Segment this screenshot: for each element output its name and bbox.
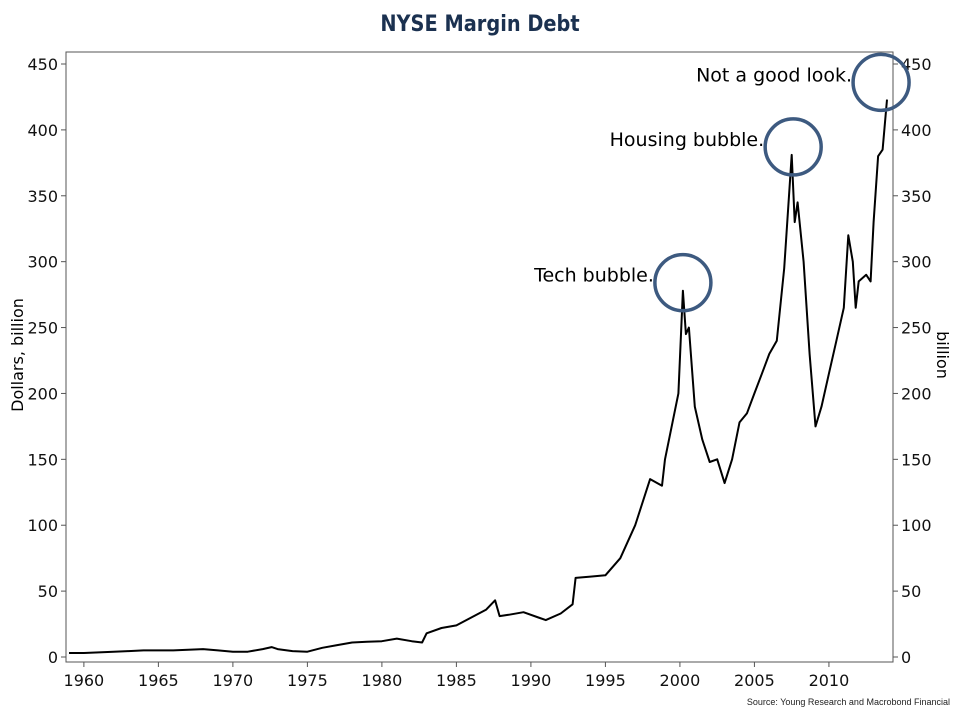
source-note: Source: Young Research and Macrobond Fin…	[746, 697, 950, 707]
x-tick-label: 1960	[64, 671, 105, 690]
annotation-circle	[851, 52, 911, 113]
y-tick-label-left: 450	[27, 55, 58, 74]
x-tick-label: 1985	[436, 671, 477, 690]
y-tick-label-left: 400	[27, 121, 58, 140]
y-tick-label-right: 0	[901, 648, 911, 667]
y-tick-label-right: 200	[901, 384, 932, 403]
y-tick-label-left: 200	[27, 384, 58, 403]
y-tick-label-right: 400	[901, 121, 932, 140]
x-tick-label: 1990	[511, 671, 552, 690]
y-tick-label-left: 350	[27, 187, 58, 206]
y-tick-label-right: 350	[901, 187, 932, 206]
y-tick-label-right: 50	[901, 582, 921, 601]
x-tick-label: 1970	[213, 671, 254, 690]
x-tick-label: 1980	[362, 671, 403, 690]
annotation-label: Tech bubble.	[533, 265, 654, 287]
annotation-label: Housing bubble.	[610, 129, 765, 151]
annotation-circle	[653, 252, 713, 313]
x-tick-label: 2000	[660, 671, 701, 690]
x-tick-label: 2005	[734, 671, 775, 690]
y-axis-label-left: Dollars, billion	[8, 298, 27, 412]
x-tick-label: 1965	[138, 671, 179, 690]
margin-debt-line	[69, 99, 888, 654]
y-tick-label-right: 300	[901, 253, 932, 272]
plot-frame	[65, 51, 894, 663]
annotation-circle	[763, 117, 823, 177]
y-tick-label-left: 250	[27, 319, 58, 338]
y-tick-label-left: 0	[48, 648, 58, 667]
x-tick-label: 1995	[585, 671, 626, 690]
y-tick-label-right: 450	[901, 55, 932, 74]
annotation-label: Not a good look.	[696, 64, 852, 86]
y-tick-label-left: 150	[27, 450, 58, 469]
chart-title: NYSE Margin Debt	[380, 12, 580, 37]
y-axis-label-right: billion	[933, 331, 952, 379]
x-tick-label: 2010	[809, 671, 850, 690]
y-tick-label-left: 300	[27, 253, 58, 272]
y-tick-label-right: 150	[901, 450, 932, 469]
y-tick-label-right: 250	[901, 319, 932, 338]
y-tick-label-right: 100	[901, 516, 932, 535]
x-tick-label: 1975	[287, 671, 328, 690]
y-tick-label-left: 100	[27, 516, 58, 535]
y-tick-label-left: 50	[38, 582, 58, 601]
